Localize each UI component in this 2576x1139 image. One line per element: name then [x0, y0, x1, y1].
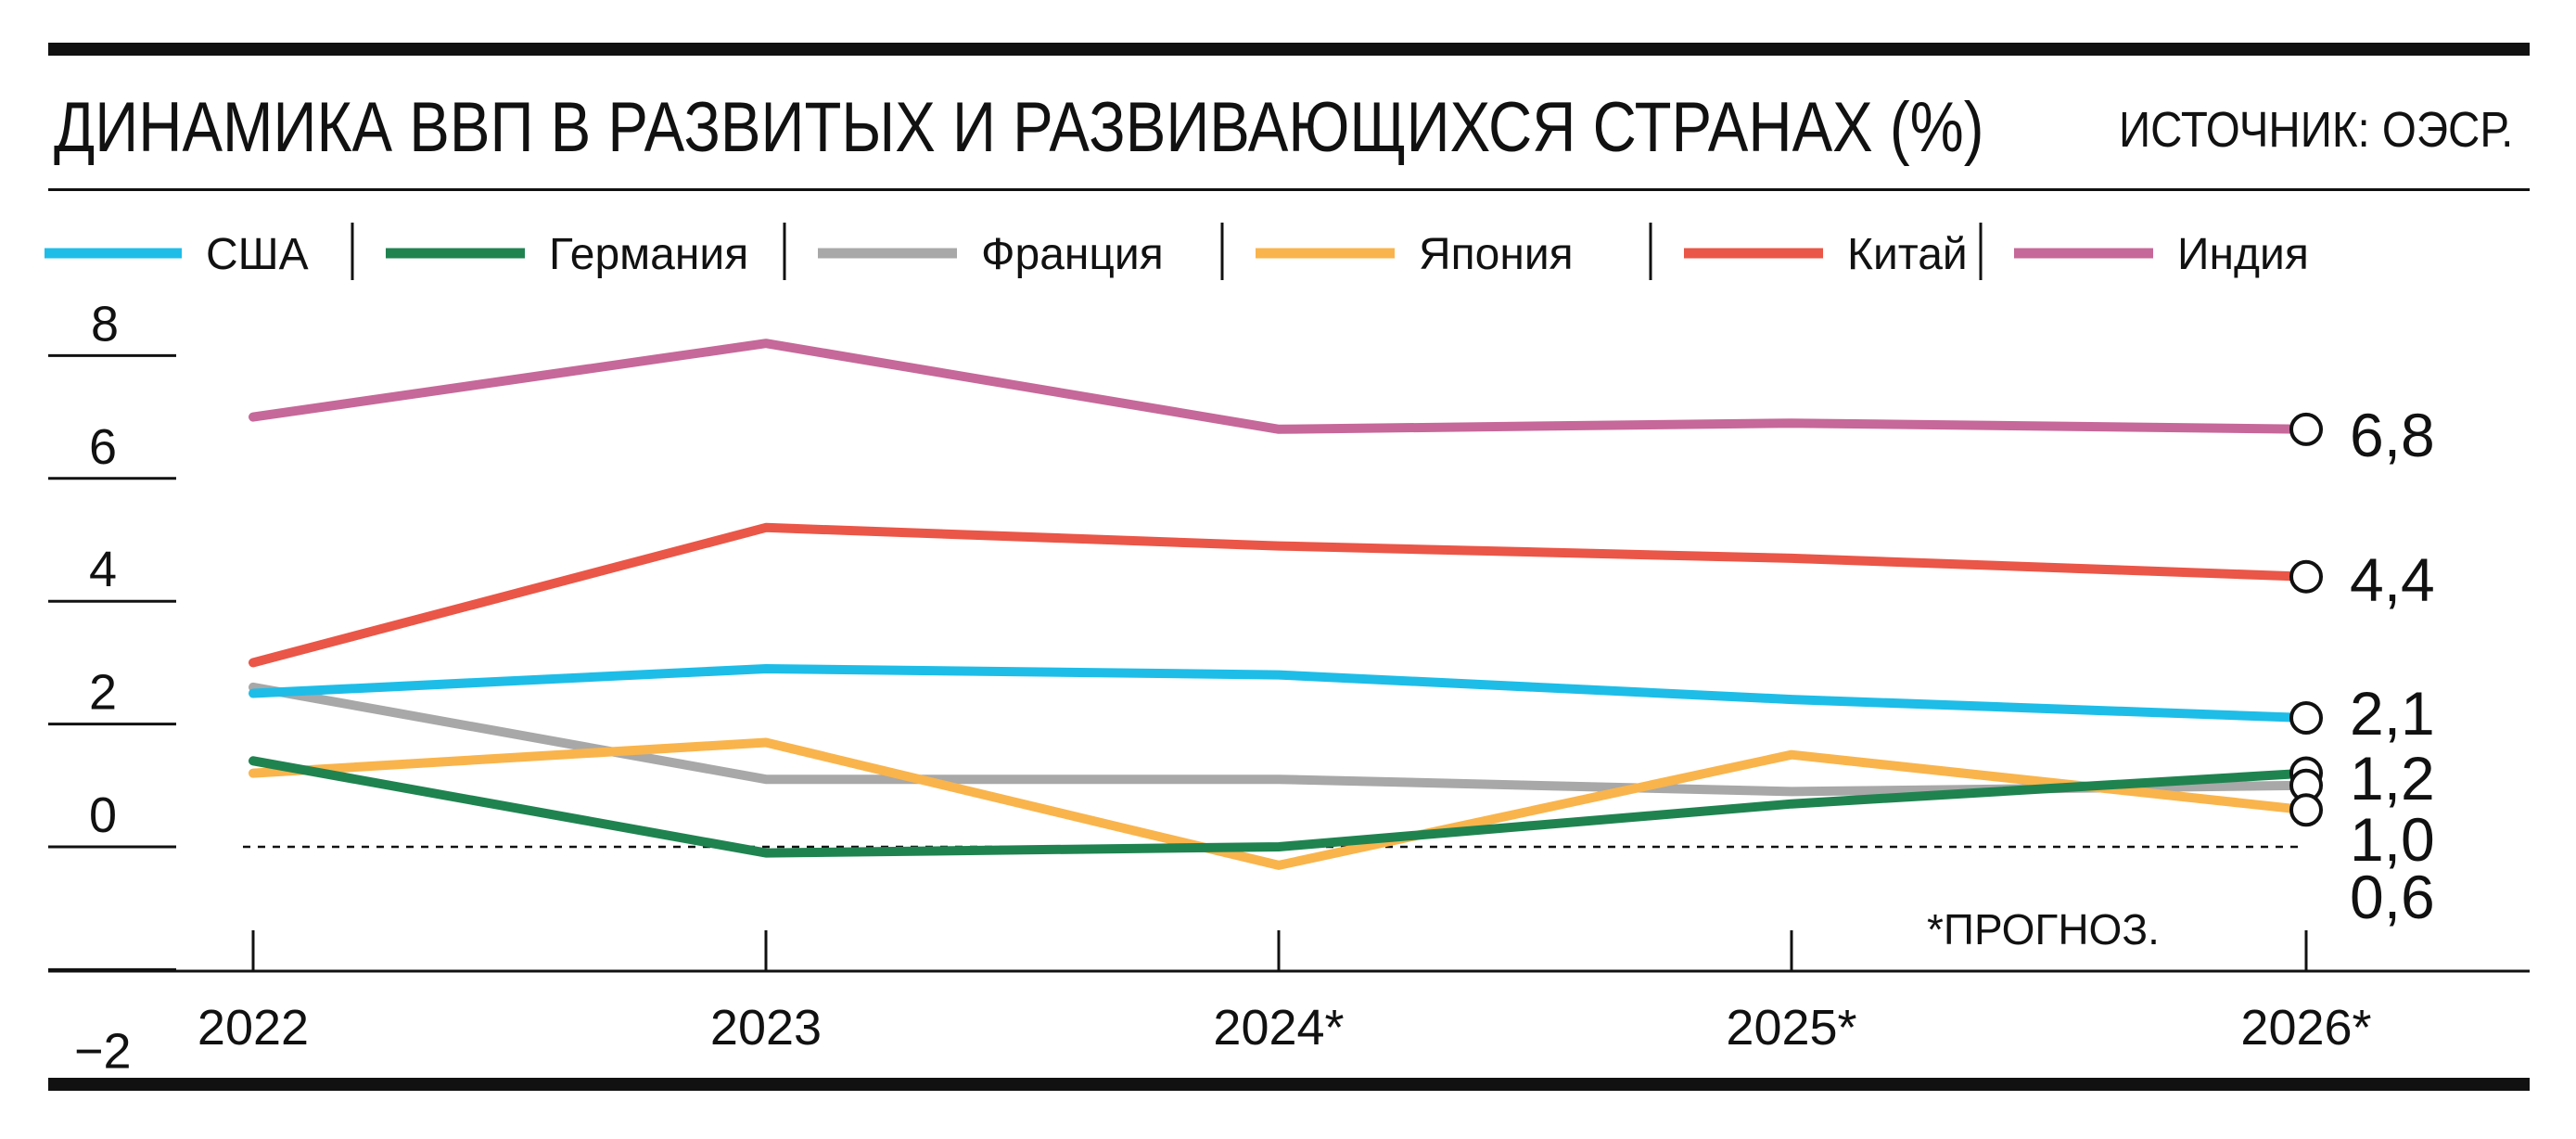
x-tick-label: 2022 — [198, 1000, 309, 1056]
y-tick-label: −2 — [74, 1023, 132, 1079]
bottom-rule — [48, 1078, 2530, 1091]
end-marker-6 — [2289, 412, 2323, 446]
legend-label-6: Индия — [2177, 230, 2309, 279]
title-divider — [48, 188, 2530, 191]
end-value-labels: 6,8 4,4 2,11,21,00,6 — [2350, 401, 2435, 931]
end-value-label: 6,8 — [2350, 401, 2435, 469]
legend-label-3: Франция — [981, 230, 1164, 279]
end-value-label: 0,6 — [2350, 863, 2435, 931]
x-tick-label: 2026* — [2240, 1000, 2371, 1056]
chart-title: ДИНАМИКА ВВП В РАЗВИТЫХ И РАЗВИВАЮЩИХСЯ … — [54, 88, 1984, 167]
series-lines — [249, 339, 2311, 870]
top-rule — [48, 43, 2530, 56]
end-value-label: 4,4 — [2350, 545, 2435, 614]
series-line-1 — [249, 664, 2311, 723]
y-tick-label: 4 — [89, 542, 117, 597]
y-tick-label: 6 — [89, 419, 117, 475]
end-marker-1 — [2289, 700, 2323, 735]
series-line-6 — [249, 339, 2311, 434]
y-axis: 8 6 4 2 0 −2 — [48, 296, 176, 1079]
legend-label-1: США — [206, 230, 309, 279]
y-tick-label: 8 — [91, 296, 119, 352]
end-marker-5 — [2289, 559, 2323, 594]
end-value-label: 1,0 — [2350, 805, 2435, 874]
end-marker-4 — [2289, 793, 2323, 827]
y-tick-label: 2 — [89, 665, 117, 721]
x-tick-label: 2023 — [710, 1000, 822, 1056]
x-axis: 2022 2023 2024* 2025* 2026* — [48, 930, 2530, 1056]
legend-label-2: Германия — [549, 230, 748, 279]
end-value-label: 2,1 — [2350, 679, 2435, 748]
series-line-2 — [249, 756, 2311, 858]
legend-label-4: Япония — [1419, 230, 1574, 279]
source-note: ИСТОЧНИК: ОЭСР. — [2118, 102, 2513, 158]
end-markers — [2289, 412, 2323, 827]
series-line-4 — [249, 737, 2311, 870]
forecast-footnote: *ПРОГНОЗ. — [1927, 905, 2160, 953]
legend: США Германия Франция Япония Китай Индия — [45, 223, 2309, 280]
x-tick-label: 2024* — [1213, 1000, 1344, 1056]
series-line-5 — [249, 522, 2311, 668]
legend-label-5: Китай — [1847, 230, 1968, 279]
end-value-label: 1,2 — [2350, 744, 2435, 813]
x-tick-label: 2025* — [1726, 1000, 1856, 1056]
y-tick-label: 0 — [89, 787, 117, 843]
